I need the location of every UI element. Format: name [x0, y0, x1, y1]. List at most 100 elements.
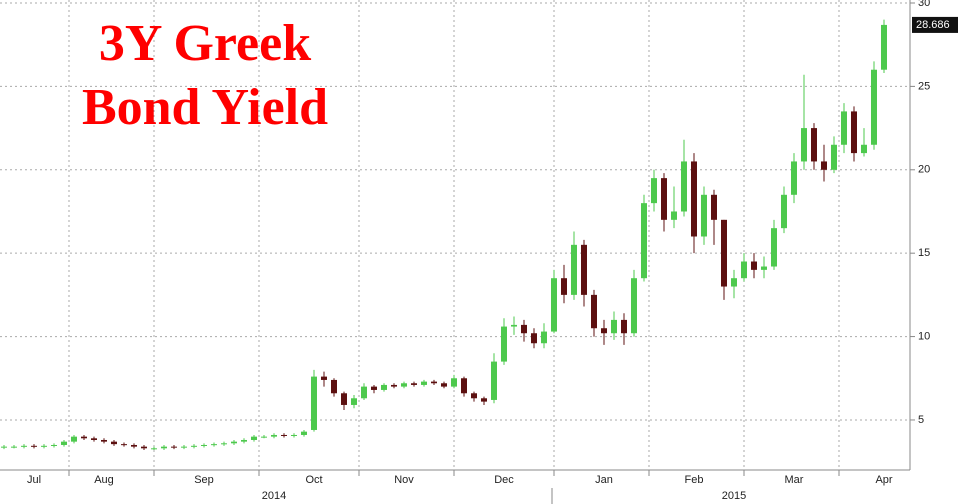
x-tick-label: Jul — [27, 474, 41, 486]
candle-body — [841, 111, 847, 145]
candle-body — [431, 381, 437, 384]
x-tick-label: Aug — [94, 474, 114, 486]
x-tick-label: Jan — [595, 474, 613, 486]
candle-body — [201, 444, 207, 446]
candle-body — [141, 446, 147, 449]
candle-body — [381, 384, 387, 390]
candle-body — [811, 128, 817, 162]
candle-body — [731, 278, 737, 287]
last-value-box — [912, 16, 958, 33]
candle-body — [171, 446, 177, 448]
candle-body — [111, 441, 117, 445]
candle-body — [851, 111, 857, 154]
candle-body — [651, 178, 657, 204]
candle-body — [441, 383, 447, 387]
candle-body — [701, 194, 707, 237]
x-tick-label: Feb — [685, 474, 704, 486]
candle-body — [71, 436, 77, 442]
candle-body — [871, 69, 877, 145]
candle-body — [481, 398, 487, 402]
candle-body — [661, 178, 667, 220]
last-value-label: 28.686 — [916, 19, 950, 31]
candle-body — [611, 319, 617, 334]
candle-body — [681, 161, 687, 212]
x-tick-label: Sep — [194, 474, 214, 486]
candle-body — [261, 436, 267, 438]
candle-body — [131, 444, 137, 447]
candle-body — [541, 331, 547, 344]
candle-body — [421, 381, 427, 385]
candle-body — [621, 319, 627, 334]
candle-body — [51, 444, 57, 446]
y-tick-label: 25 — [918, 80, 930, 92]
candle-body — [301, 431, 307, 435]
candle-body — [411, 383, 417, 385]
year-label: 2015 — [722, 490, 746, 502]
candle-body — [341, 393, 347, 405]
candle-body — [801, 128, 807, 162]
candle-body — [311, 376, 317, 430]
candle-body — [501, 326, 507, 362]
candle-body — [671, 211, 677, 220]
candle-body — [81, 436, 87, 439]
candle-body — [591, 294, 597, 329]
candle-body — [711, 194, 717, 220]
x-tick-label: Dec — [494, 474, 514, 486]
candle-body — [361, 386, 367, 399]
x-tick-label: Mar — [785, 474, 804, 486]
candle-body — [1, 446, 7, 448]
candle-body — [231, 441, 237, 444]
candle-body — [391, 384, 397, 387]
candle-body — [691, 161, 697, 237]
candle-body — [821, 161, 827, 170]
candle-body — [191, 445, 197, 447]
candle-body — [631, 278, 637, 334]
candle-body — [641, 203, 647, 279]
candle-body — [371, 386, 377, 390]
candle-body — [571, 244, 577, 295]
candle-body — [101, 439, 107, 442]
candle-body — [471, 393, 477, 399]
candle-body — [461, 378, 467, 394]
candle-body — [451, 378, 457, 387]
candle-body — [161, 446, 167, 449]
candle-body — [321, 376, 327, 380]
y-tick-label: 5 — [918, 414, 924, 426]
x-tick-label: Nov — [394, 474, 414, 486]
candle-body — [251, 436, 257, 440]
candle-body — [21, 445, 27, 447]
candle-body — [11, 446, 17, 448]
candle-body — [581, 244, 587, 295]
candle-body — [271, 434, 277, 437]
candle-body — [791, 161, 797, 195]
candle-body — [351, 398, 357, 405]
candle-body — [241, 439, 247, 442]
candle-body — [781, 194, 787, 229]
candle-body — [41, 445, 47, 447]
x-tick-label: Apr — [875, 474, 892, 486]
candle-body — [601, 328, 607, 334]
candle-body — [751, 261, 757, 270]
candle-body — [211, 444, 217, 446]
candle-body — [91, 438, 97, 440]
candle-body — [761, 266, 767, 270]
candle-body — [491, 361, 497, 400]
candle-body — [861, 144, 867, 154]
y-tick-label: 10 — [918, 330, 930, 342]
candle-body — [31, 445, 37, 447]
candle-body — [281, 434, 287, 436]
candle-body — [551, 278, 557, 332]
candle-body — [721, 219, 727, 287]
x-tick-label: Oct — [305, 474, 322, 486]
candle-body — [401, 383, 407, 387]
candle-body — [831, 144, 837, 170]
chart-title: 3Y Greek Bond Yield — [81, 15, 329, 136]
candle-body — [561, 278, 567, 295]
candle-body — [741, 261, 747, 279]
candle-body — [291, 434, 297, 436]
candle-body — [881, 24, 887, 70]
y-tick-label: 15 — [918, 247, 930, 259]
year-label: 2014 — [262, 490, 286, 502]
candle-body — [221, 443, 227, 445]
